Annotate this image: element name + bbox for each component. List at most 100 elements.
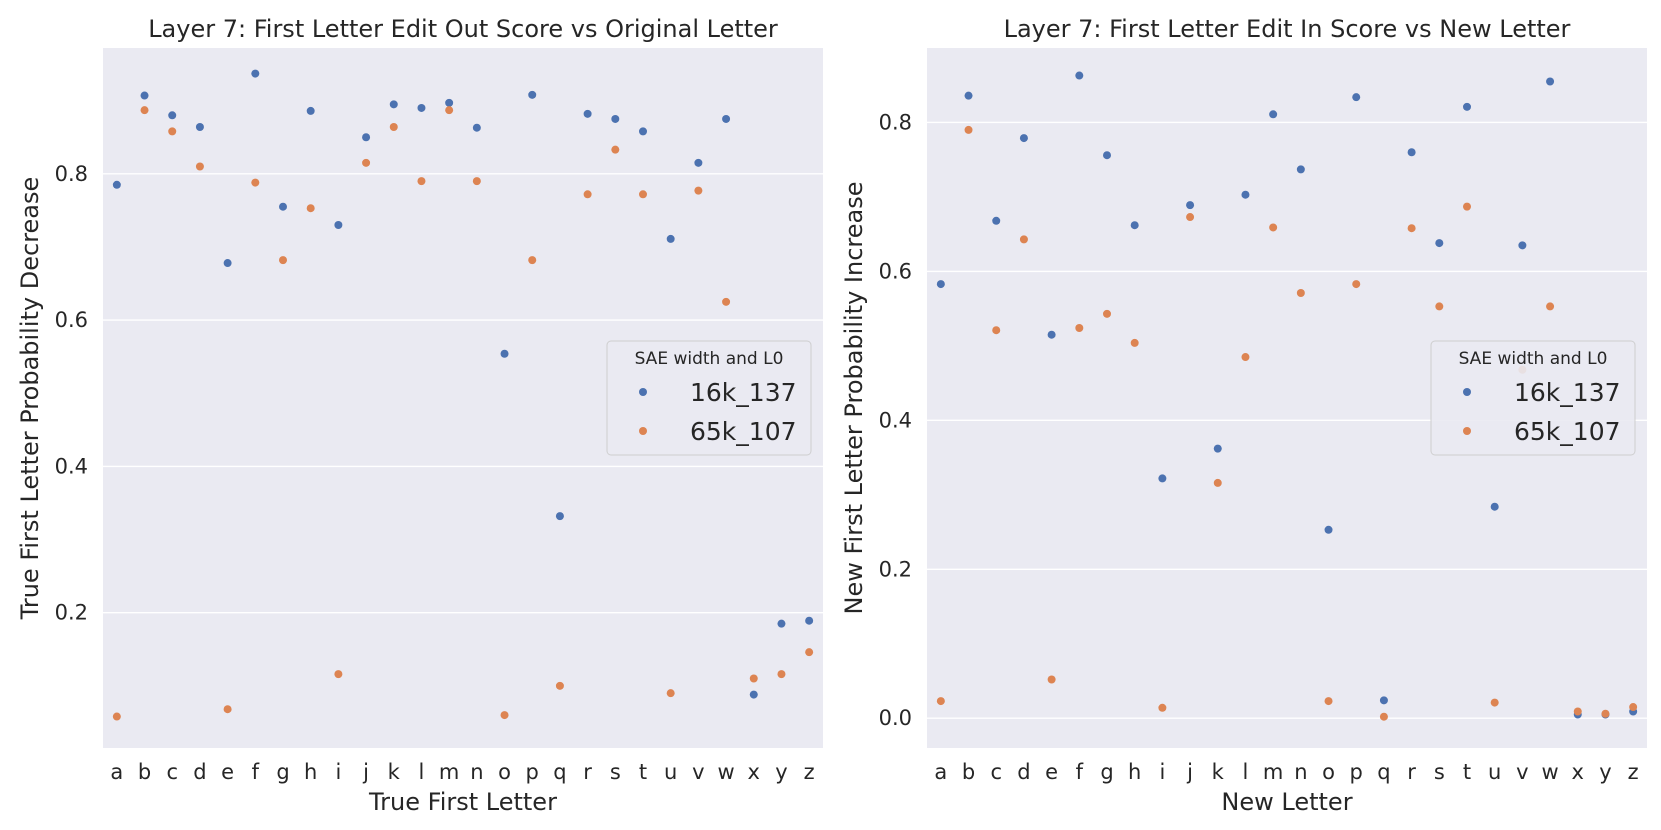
point-65k-107 <box>777 670 786 679</box>
x-tick-label: q <box>553 760 566 784</box>
point-16k-137 <box>992 216 1001 225</box>
y-tick-label: 0.2 <box>55 601 88 625</box>
point-16k-137 <box>583 109 592 118</box>
x-tick-label: v <box>1516 760 1528 784</box>
point-16k-137 <box>1546 77 1555 86</box>
x-tick-label: j <box>1186 760 1193 784</box>
point-16k-137 <box>362 133 371 142</box>
point-16k-137 <box>140 91 149 100</box>
point-65k-107 <box>964 125 973 134</box>
point-65k-107 <box>1324 697 1333 706</box>
point-16k-137 <box>1075 71 1084 80</box>
point-16k-137 <box>749 690 758 699</box>
point-65k-107 <box>666 689 675 698</box>
x-tick-label: i <box>335 760 341 784</box>
point-16k-137 <box>279 202 287 211</box>
point-65k-107 <box>223 705 232 714</box>
x-tick-label: y <box>775 760 787 784</box>
point-65k-107 <box>1573 707 1582 716</box>
point-65k-107 <box>749 674 758 683</box>
point-65k-107 <box>389 122 398 131</box>
point-16k-137 <box>1435 239 1444 248</box>
legend-label-16k-left: 16k_137 <box>690 378 797 407</box>
point-16k-137 <box>112 180 121 189</box>
point-16k-137 <box>1324 525 1333 534</box>
y-tick-label: 0.6 <box>55 308 88 332</box>
point-65k-107 <box>251 178 260 187</box>
point-65k-107 <box>1158 703 1167 712</box>
point-16k-137 <box>1379 696 1388 705</box>
x-axis-label-left: True First Letter <box>368 788 557 816</box>
x-tick-label: l <box>419 760 425 784</box>
point-65k-107 <box>1629 703 1638 712</box>
x-tick-label: e <box>1045 760 1058 784</box>
x-tick-label: w <box>717 760 734 784</box>
legend-title-right: SAE width and L0 <box>1459 349 1608 369</box>
x-tick-label: w <box>1541 760 1558 784</box>
point-16k-137 <box>251 69 260 78</box>
point-65k-107 <box>1019 235 1028 244</box>
point-65k-107 <box>1213 478 1222 487</box>
x-tick-label: i <box>1159 760 1165 784</box>
point-65k-107 <box>362 158 371 167</box>
y-tick-label: 0.8 <box>879 110 912 134</box>
point-16k-137 <box>500 349 509 358</box>
point-16k-137 <box>694 158 703 167</box>
legend-left: SAE width and L0 16k_137 65k_107 <box>606 340 812 456</box>
point-16k-137 <box>472 123 481 132</box>
x-tick-label: c <box>166 760 178 784</box>
legend-label-16k-right: 16k_137 <box>1514 378 1621 407</box>
y-tick-label: 0.6 <box>879 259 912 283</box>
x-tick-label: f <box>1076 760 1084 784</box>
x-tick-label: x <box>1572 760 1584 784</box>
point-65k-107 <box>1379 712 1388 721</box>
x-tick-label: v <box>692 760 704 784</box>
y-tick-label: 0.4 <box>55 454 88 478</box>
legend-marker-65k-right <box>1463 427 1471 435</box>
x-tick-label: o <box>498 760 511 784</box>
point-65k-107 <box>639 190 647 199</box>
x-tick-label: g <box>276 760 289 784</box>
legend-box-right <box>1430 340 1636 456</box>
legend-marker-65k-left <box>639 427 647 435</box>
point-16k-137 <box>1269 110 1278 119</box>
x-tick-label: g <box>1100 760 1113 784</box>
point-65k-107 <box>1047 675 1056 684</box>
point-65k-107 <box>1241 353 1250 362</box>
legend-box-left <box>606 340 812 456</box>
point-65k-107 <box>555 681 564 690</box>
point-16k-137 <box>1463 102 1471 111</box>
point-16k-137 <box>611 114 620 123</box>
x-tick-label: t <box>1463 760 1471 784</box>
point-65k-107 <box>112 712 121 721</box>
point-65k-107 <box>1186 213 1195 222</box>
legend-title-left: SAE width and L0 <box>635 349 784 369</box>
point-16k-137 <box>195 122 204 131</box>
x-tick-label: p <box>1350 760 1363 784</box>
point-65k-107 <box>1601 709 1610 718</box>
x-tick-label: m <box>439 760 459 784</box>
point-16k-137 <box>445 98 454 107</box>
y-ticks-left: 0.2 0.4 0.6 0.8 <box>55 162 88 625</box>
x-tick-label: d <box>193 760 206 784</box>
point-65k-107 <box>500 711 509 720</box>
points-left <box>112 69 814 721</box>
point-65k-107 <box>1463 202 1471 211</box>
legend-label-65k-right: 65k_107 <box>1514 417 1621 446</box>
point-16k-137 <box>1047 330 1056 339</box>
point-16k-137 <box>666 234 675 243</box>
point-65k-107 <box>306 204 315 213</box>
y-axis-label-left: True First Letter Probability Decrease <box>16 177 44 621</box>
chart-title-left: Layer 7: First Letter Edit Out Score vs … <box>148 15 778 43</box>
point-16k-137 <box>555 512 564 521</box>
point-16k-137 <box>1186 201 1195 210</box>
y-ticks-right: 0.0 0.2 0.4 0.6 0.8 <box>879 110 912 730</box>
legend-right: SAE width and L0 16k_137 65k_107 <box>1430 340 1636 456</box>
point-16k-137 <box>1158 474 1167 483</box>
point-16k-137 <box>805 616 814 625</box>
x-tick-label: p <box>526 760 539 784</box>
point-16k-137 <box>964 91 973 100</box>
